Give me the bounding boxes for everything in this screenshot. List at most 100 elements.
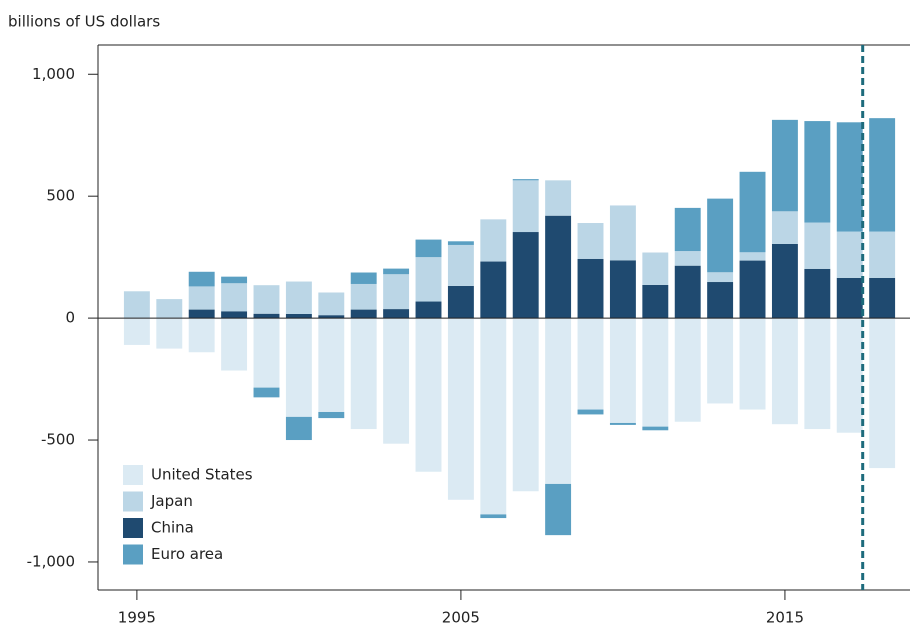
bar: [869, 277, 896, 319]
bar: [383, 318, 410, 444]
bar: [221, 318, 248, 371]
bar: [447, 241, 474, 245]
bar: [480, 318, 507, 515]
bar: [415, 301, 442, 319]
bar: [512, 318, 539, 492]
legend-label: Euro area: [151, 545, 223, 563]
bar: [609, 318, 636, 423]
y-axis-label: billions of US dollars: [8, 13, 160, 31]
x-tick-label: 1995: [118, 609, 156, 627]
bar: [869, 118, 896, 232]
bar: [318, 318, 345, 412]
bar: [545, 483, 572, 536]
bar: [221, 283, 248, 312]
bar: [480, 219, 507, 262]
bar: [577, 409, 604, 415]
y-tick-label: 1,000: [32, 65, 75, 83]
bar: [642, 284, 669, 319]
bar: [804, 268, 831, 319]
bar: [707, 282, 734, 319]
bar: [674, 251, 701, 266]
bar: [771, 243, 798, 319]
bar: [221, 311, 248, 319]
bar: [318, 292, 345, 316]
bar: [285, 313, 312, 319]
bar: [545, 180, 572, 216]
bar: [253, 387, 280, 398]
bar: [642, 318, 669, 427]
bar: [253, 318, 280, 388]
bar: [707, 198, 734, 273]
bar: [771, 318, 798, 425]
bar: [836, 318, 863, 433]
bar: [480, 261, 507, 319]
bar: [285, 416, 312, 441]
bar: [156, 299, 183, 319]
x-tick-label: 2005: [442, 609, 480, 627]
legend-swatch: [123, 465, 143, 485]
bar: [447, 244, 474, 286]
bar: [350, 318, 377, 430]
bar: [771, 119, 798, 212]
bar: [512, 180, 539, 233]
bar: [447, 285, 474, 319]
bar: [771, 211, 798, 244]
bar: [188, 271, 215, 287]
y-tick-label: 0: [65, 309, 75, 327]
bar: [739, 171, 766, 253]
bar: [123, 318, 150, 345]
bar: [674, 207, 701, 252]
bar: [545, 215, 572, 319]
bar: [156, 318, 183, 349]
bar: [285, 318, 312, 417]
bar: [415, 257, 442, 302]
bar: [739, 318, 766, 410]
bar: [318, 315, 345, 319]
bar: [415, 239, 442, 258]
bar: [577, 258, 604, 319]
bar: [674, 318, 701, 422]
bar: [642, 252, 669, 285]
bar: [869, 318, 896, 469]
bar: [836, 231, 863, 278]
bar: [804, 121, 831, 223]
bar: [609, 260, 636, 319]
bar: [609, 422, 636, 425]
bar: [804, 222, 831, 269]
bar: [253, 313, 280, 319]
legend-label: United States: [151, 466, 253, 484]
bar: [350, 283, 377, 310]
y-tick-label: -1,000: [27, 552, 75, 570]
bar: [350, 309, 377, 319]
legend-label: China: [151, 519, 194, 537]
bar: [123, 291, 150, 319]
bar: [383, 309, 410, 319]
bar: [707, 272, 734, 283]
bar: [480, 514, 507, 519]
bar: [545, 318, 572, 484]
bar: [836, 122, 863, 232]
bar: [674, 265, 701, 319]
bar: [577, 223, 604, 259]
bar: [383, 274, 410, 310]
bar: [447, 318, 474, 500]
bar: [318, 411, 345, 419]
legend-label: Japan: [150, 492, 193, 510]
bar: [804, 318, 831, 430]
bar: [642, 426, 669, 431]
legend-swatch: [123, 518, 143, 538]
y-tick-label: 500: [46, 187, 75, 205]
x-tick-label: 2015: [766, 609, 804, 627]
bar: [188, 286, 215, 310]
bar: [415, 318, 442, 472]
bar: [350, 272, 377, 284]
y-tick-label: -500: [41, 431, 75, 449]
bar: [285, 281, 312, 314]
bar: [253, 285, 280, 314]
bar: [836, 277, 863, 319]
bar: [512, 232, 539, 319]
bar: [869, 231, 896, 278]
bar: [739, 260, 766, 319]
bar: [512, 179, 539, 181]
